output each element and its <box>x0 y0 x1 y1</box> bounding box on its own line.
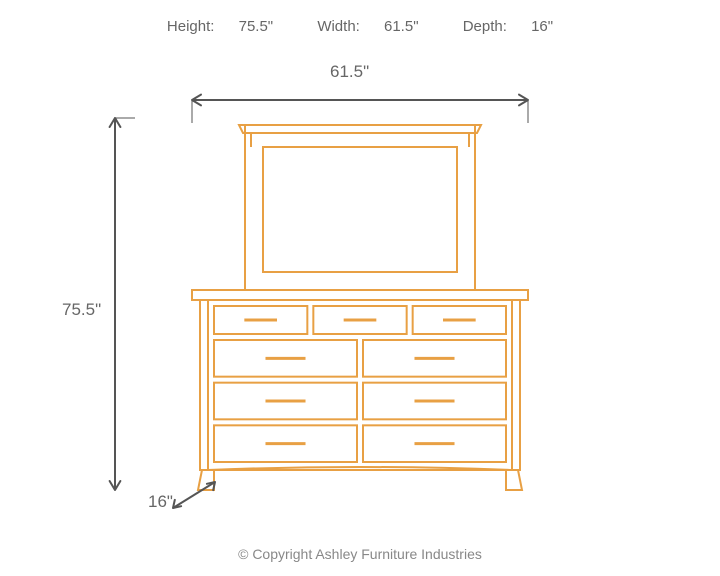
depth-callout-label: 16" <box>148 492 173 512</box>
diagram-svg <box>0 40 720 540</box>
header-dimensions: Height: 75.5" Width: 61.5" Depth: 16" <box>0 18 720 35</box>
width-callout-label: 61.5" <box>330 62 369 82</box>
height-callout-label: 75.5" <box>62 300 101 320</box>
width-spec: Width: 61.5" <box>307 18 428 35</box>
diagram-area: 61.5" 75.5" 16" <box>0 40 720 540</box>
copyright-text: © Copyright Ashley Furniture Industries <box>0 546 720 562</box>
height-spec: Height: 75.5" <box>157 18 283 35</box>
depth-spec: Depth: 16" <box>453 18 563 35</box>
